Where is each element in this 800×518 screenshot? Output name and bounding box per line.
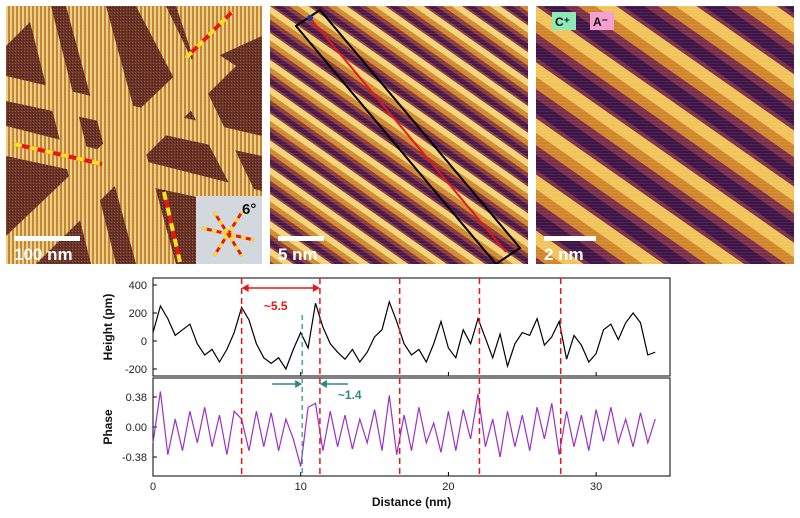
ion-badges: C⁺ A⁻ [552, 12, 614, 30]
y-tick-label: 400 [129, 280, 147, 292]
y-tick-label: -200 [125, 364, 147, 376]
scale-bar [544, 236, 596, 241]
afm-scan-streaks [270, 6, 528, 264]
afm-image-medium-scale: 5 nm [270, 6, 528, 264]
scale-bar [14, 236, 80, 241]
angle-inset: 6° [196, 196, 262, 264]
orientation-line-dash [162, 191, 182, 263]
x-tick-label: 30 [590, 481, 602, 493]
height-series-line [152, 299, 656, 371]
afm-medium-scale-svg: 5 nm [270, 6, 528, 264]
y-tick-label: 0.00 [126, 422, 147, 434]
y-tick-label: 0 [141, 336, 147, 348]
plot-frame [152, 277, 671, 377]
spacing-annotation: ~1.4 [338, 388, 362, 402]
scale-bar-label: 100 nm [14, 245, 73, 264]
y-tick-label: 200 [129, 308, 147, 320]
scale-bar [278, 236, 324, 241]
y-axis-label: Height (pm) [101, 294, 115, 361]
fiber-band [6, 6, 46, 46]
spacing-annotation: ~5.5 [264, 299, 288, 313]
arrow-head [241, 284, 249, 292]
afm-scan-streaks [536, 6, 794, 264]
x-tick-label: 10 [295, 481, 307, 493]
profile-start-marker [307, 15, 313, 21]
fiber-band [136, 6, 262, 246]
y-tick-label: -0.38 [122, 452, 147, 464]
fiber-band [26, 6, 116, 264]
anion-badge-label: A⁻ [593, 15, 608, 29]
afm-image-small-scale: C⁺ A⁻ 2 nm [536, 6, 794, 264]
profile-line [309, 17, 507, 253]
fiber-band [6, 46, 236, 264]
fiber-bundles [6, 6, 262, 264]
orientation-markers [13, 10, 234, 263]
orientation-line-dash [184, 10, 234, 60]
profile-box [294, 8, 522, 264]
cation-badge-label: C⁺ [555, 15, 570, 29]
afm-image-large-scale: 6° 100 nm [6, 6, 262, 264]
arrow-head [295, 380, 303, 388]
scale-bar-label: 2 nm [544, 245, 584, 264]
x-tick-label: 0 [150, 481, 156, 493]
fiber-band [176, 6, 262, 66]
arrow-head [319, 380, 327, 388]
cation-badge [552, 12, 576, 30]
inset-angle-label: 6° [242, 201, 256, 218]
anion-badge [590, 12, 614, 30]
arrow-head [312, 284, 320, 292]
y-tick-label: 0.38 [126, 392, 147, 404]
x-tick-label: 20 [442, 481, 454, 493]
line-profile-chart: 400 200 0 -200 Height (pm) 0.38 0.00 -0.38 Phase… [100, 270, 700, 515]
orientation-line [13, 142, 103, 166]
afm-small-scale-svg: C⁺ A⁻ 2 nm [536, 6, 794, 264]
x-axis-label: Distance (nm) [372, 495, 451, 509]
y-axis-label: Phase [101, 409, 115, 445]
scale-bar-label: 5 nm [278, 245, 318, 264]
phase-series-line [152, 391, 656, 467]
afm-large-scale-svg: 6° 100 nm [6, 6, 262, 264]
